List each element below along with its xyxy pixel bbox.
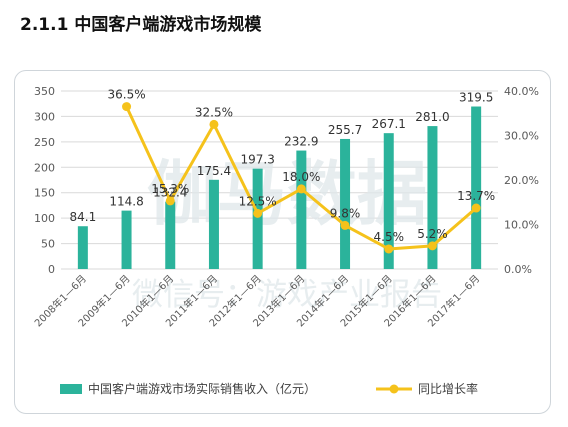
bar-series: [77, 106, 482, 269]
line-point: [253, 208, 263, 218]
y-right-tick-label: 0.0%: [504, 263, 532, 276]
y-left-tick-label: 0: [48, 263, 55, 276]
watermark-sub: 微信号：游戏产业报告: [132, 277, 442, 313]
data-labels: 84.1 114.8 132.4 175.4 197.3 232.9 255.7 267.1 2…: [69, 88, 495, 244]
bar-value-label: 132.4: [153, 186, 187, 200]
y-right-tick-label: 10.0%: [504, 219, 539, 232]
legend: 中国客户端游戏市场实际销售收入（亿元） 同比增长率: [60, 381, 478, 396]
line-value-label: 5.2%: [417, 227, 448, 241]
line-value-label: 13.7%: [457, 189, 495, 203]
y-left-tick-label: 100: [34, 212, 55, 225]
line-value-label: 4.5%: [374, 230, 405, 244]
bar-value-label: 281.0: [415, 110, 449, 124]
legend-line-marker: [389, 384, 399, 394]
bar-value-label: 114.8: [109, 195, 143, 209]
y-left-tick-label: 50: [41, 238, 55, 251]
bar: [165, 201, 176, 269]
line-point: [122, 102, 132, 112]
y-right-tick-label: 30.0%: [504, 130, 539, 143]
bar: [427, 126, 438, 269]
line-point: [296, 184, 306, 194]
line-point: [427, 241, 437, 251]
y-left-tick-label: 350: [34, 85, 55, 98]
line-value-label: 18.0%: [282, 170, 320, 184]
bar-value-label: 197.3: [240, 153, 274, 167]
watermark-main: 伽马数据: [147, 153, 427, 235]
bar-value-label: 84.1: [69, 210, 96, 224]
bar-value-label: 232.9: [284, 135, 318, 149]
y-left-tick-label: 250: [34, 136, 55, 149]
line-point: [209, 119, 219, 129]
bar: [77, 226, 88, 269]
line-value-label: 12.5%: [239, 194, 277, 208]
line-value-label: 36.5%: [107, 88, 145, 102]
line-point: [471, 203, 481, 213]
page-title: 2.1.1 中国客户端游戏市场规模: [20, 15, 262, 35]
bar: [340, 138, 351, 269]
line-point: [340, 220, 350, 230]
line-point: [384, 244, 394, 254]
bar-value-label: 255.7: [328, 123, 362, 137]
y-right-tick-label: 20.0%: [504, 174, 539, 187]
legend-bar-label: 中国客户端游戏市场实际销售收入（亿元）: [88, 381, 316, 396]
y-left-tick-label: 300: [34, 110, 55, 123]
line-value-label: 9.8%: [330, 206, 361, 220]
line-value-label: 15.3%: [151, 182, 189, 196]
bar-value-label: 319.5: [459, 91, 493, 105]
bar: [252, 168, 263, 269]
line-value-label: 32.5%: [195, 105, 233, 119]
y-left-tick-label: 150: [34, 187, 55, 200]
bar: [383, 133, 394, 269]
bar: [121, 210, 132, 269]
line-point: [165, 196, 175, 206]
grid-lines: [61, 90, 498, 270]
line-series: [122, 102, 481, 254]
bar: [296, 150, 307, 269]
bar-value-label: 175.4: [197, 164, 231, 178]
y-left-tick-label: 200: [34, 161, 55, 174]
y-right-tick-label: 40.0%: [504, 85, 539, 98]
legend-bar-swatch: [60, 384, 82, 394]
bar-value-label: 267.1: [372, 117, 406, 131]
bar: [208, 179, 219, 269]
legend-line-label: 同比增长率: [418, 381, 478, 396]
bar: [471, 106, 482, 269]
chart-frame: [14, 70, 551, 414]
